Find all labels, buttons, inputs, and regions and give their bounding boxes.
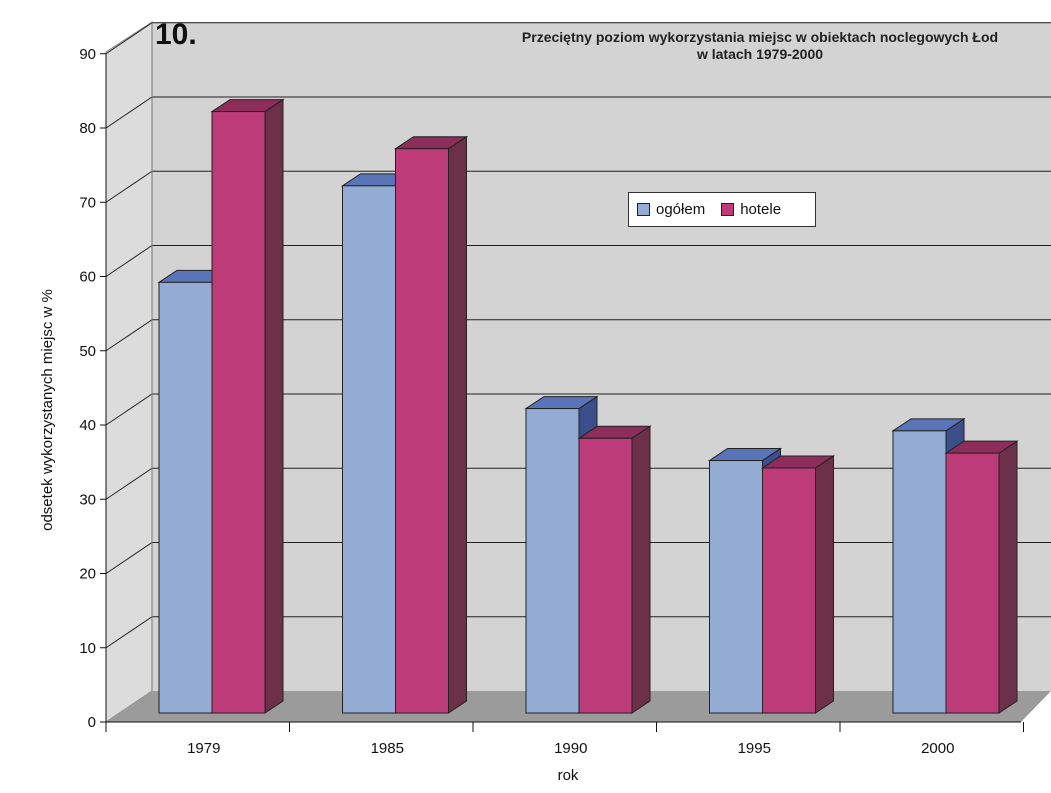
bar-front [945,452,1000,714]
chart-title-line-1: Przeciętny poziom wykorzystania miejsc w… [521,29,999,45]
y-tick-label: 60 [79,269,96,286]
bars [157,98,1019,714]
legend-swatch-hotele [721,203,735,216]
side-gridline [105,393,153,426]
side-gridline [105,542,153,574]
legend: ogółem hotele [628,192,816,227]
legend-item-hotele: hotele [721,201,781,218]
y-tick-label: 70 [79,194,96,211]
bar-front [395,148,449,714]
bar-front [158,281,213,714]
y-tick-label: 30 [79,491,96,508]
y-tick-label: 90 [79,46,96,63]
x-tick-label: 1990 [554,740,587,757]
bar-hotele-1990 [577,425,652,714]
side-gridline [105,319,153,352]
x-tick-label: 1979 [187,740,220,757]
side-gridline [105,22,153,55]
side-gridline [105,467,153,500]
chart-title-line-2: w latach 1979-2000 [696,46,824,62]
bar-side [631,425,651,714]
axes [100,22,1024,732]
figure-number: 10. [155,18,197,51]
bar-hotele-1995 [760,455,836,714]
bar-side [815,455,834,714]
x-tick-label: 1995 [738,740,771,757]
x-tick-label: 1985 [371,740,404,757]
bar-front [211,111,266,714]
bar-front [709,460,763,714]
bar-side [448,135,467,714]
bar-front [578,437,633,714]
bar-hotele-1979 [210,98,285,714]
bar-front [342,185,396,714]
bar-front [525,408,580,714]
y-tick-label: 20 [79,566,96,583]
x-axis-label: rok [558,767,579,784]
bar-hotele-1985 [393,135,469,714]
x-tick-label: 2000 [921,740,954,757]
side-gridline [105,170,153,203]
bar-front [892,430,947,714]
y-tick-label: 80 [79,120,96,137]
y-tick-label: 50 [79,343,96,360]
legend-item-ogolem: ogółem [637,201,705,218]
legend-label-ogolem: ogółem [656,201,706,218]
legend-swatch-ogolem [637,203,650,216]
y-tick-label: 40 [79,417,96,434]
y-tick-label: 0 [88,714,96,731]
y-axis-label: odsetek wykorzystanych miejsc w % [39,289,56,531]
side-gridline [105,96,153,129]
bar-hotele-2000 [944,440,1019,714]
bar-front [762,467,816,714]
bar-side [264,98,284,714]
side-gridline [105,616,153,649]
bar-side [998,440,1018,714]
side-gridline [105,245,153,277]
chart-title: Przeciętny poziom wykorzystania miejsc w… [440,29,1051,63]
y-tick-label: 10 [79,640,96,657]
chart-side-wall [105,21,153,723]
legend-label-hotele: hotele [740,201,782,218]
tick-labels: 0 10 20 30 40 50 60 70 80 90 1979 1985 1990 1995 2000 [79,46,954,757]
